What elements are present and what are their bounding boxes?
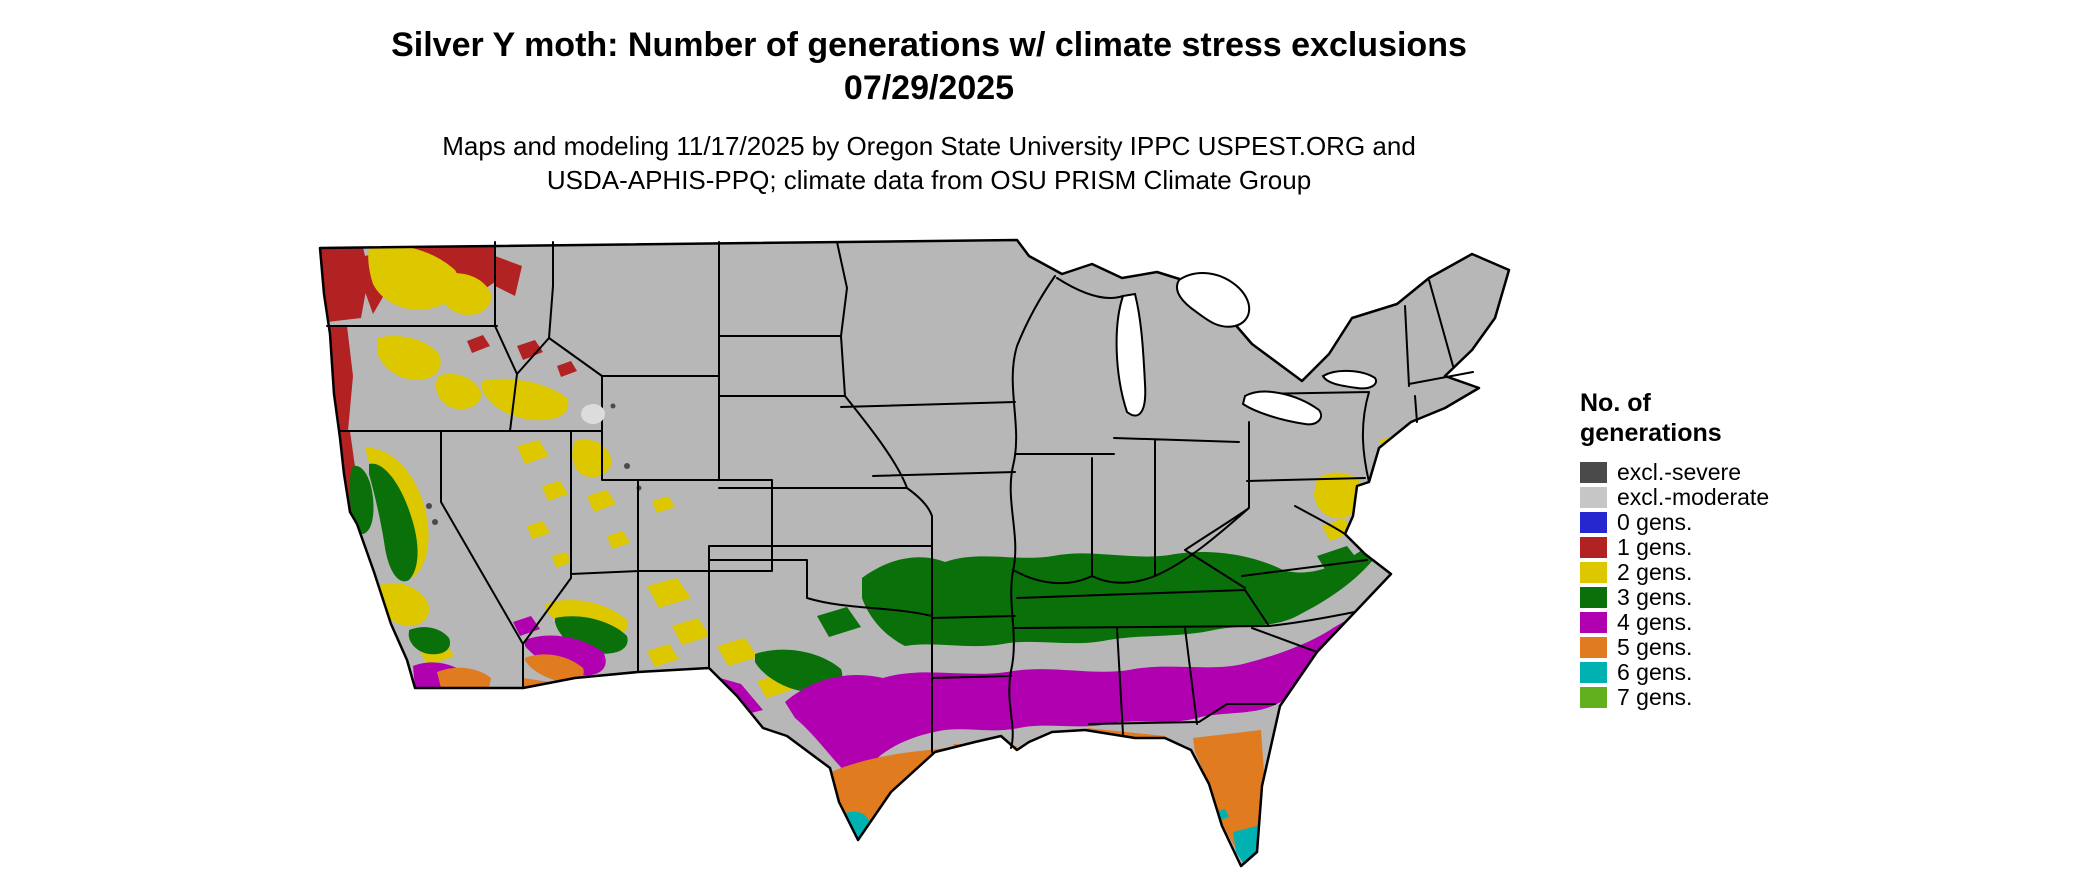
legend-entry: 4 gens. bbox=[1580, 609, 1880, 635]
legend: No. of generations excl.-severe excl.-mo… bbox=[1580, 388, 1880, 710]
header: Silver Y moth: Number of generations w/ … bbox=[0, 24, 1858, 198]
color-swatch-excl-moderate bbox=[1580, 487, 1607, 508]
legend-title-line-1: No. of bbox=[1580, 389, 1651, 417]
legend-label: 0 gens. bbox=[1617, 509, 1693, 535]
map-date: 07/29/2025 bbox=[843, 68, 1015, 107]
legend-entry: excl.-moderate bbox=[1580, 484, 1880, 510]
legend-label: 2 gens. bbox=[1617, 559, 1693, 585]
color-swatch-4-gens bbox=[1580, 612, 1607, 633]
region-6-gens bbox=[842, 809, 1259, 866]
legend-entry: 5 gens. bbox=[1580, 634, 1880, 660]
lake-huron bbox=[1175, 272, 1250, 328]
legend-label: 4 gens. bbox=[1617, 609, 1693, 635]
legend-entry: excl.-severe bbox=[1580, 459, 1880, 485]
color-swatch-5-gens bbox=[1580, 637, 1607, 658]
page-title: Silver Y moth: Number of generations w/ … bbox=[391, 26, 1467, 64]
lake-michigan bbox=[1115, 292, 1147, 417]
legend-label: excl.-severe bbox=[1617, 459, 1741, 485]
legend-title-line-2: generations bbox=[1580, 419, 1722, 447]
color-swatch-excl-severe bbox=[1580, 462, 1607, 483]
color-swatch-2-gens bbox=[1580, 562, 1607, 583]
legend-entry: 0 gens. bbox=[1580, 509, 1880, 535]
color-swatch-1-gens bbox=[1580, 537, 1607, 558]
lake-erie bbox=[1241, 390, 1323, 426]
region-7-gens bbox=[1233, 867, 1248, 877]
us-outline bbox=[318, 238, 1511, 868]
legend-label: 6 gens. bbox=[1617, 659, 1693, 685]
legend-entry: 7 gens. bbox=[1580, 684, 1880, 710]
color-swatch-7-gens bbox=[1580, 687, 1607, 708]
legend-label: 1 gens. bbox=[1617, 534, 1693, 560]
color-swatch-6-gens bbox=[1580, 662, 1607, 683]
color-swatch-0-gens bbox=[1580, 512, 1607, 533]
color-swatch-3-gens bbox=[1580, 587, 1607, 608]
great-lakes bbox=[581, 272, 1377, 426]
state-boundaries bbox=[326, 241, 1474, 753]
us-map bbox=[317, 226, 1522, 886]
legend-title: No. of generations bbox=[1580, 388, 1880, 448]
lake-ontario bbox=[1321, 370, 1377, 390]
legend-label: 7 gens. bbox=[1617, 684, 1693, 710]
great-salt-lake bbox=[581, 404, 605, 424]
legend-label: excl.-moderate bbox=[1617, 484, 1770, 510]
attribution-line-2: USDA-APHIS-PPQ; climate data from OSU PR… bbox=[546, 165, 1312, 196]
legend-label: 3 gens. bbox=[1617, 584, 1693, 610]
attribution-line-1: Maps and modeling 11/17/2025 by Oregon S… bbox=[442, 131, 1416, 161]
legend-entry: 6 gens. bbox=[1580, 659, 1880, 685]
legend-entry: 1 gens. bbox=[1580, 534, 1880, 560]
legend-entry: 2 gens. bbox=[1580, 559, 1880, 585]
legend-entry: 3 gens. bbox=[1580, 584, 1880, 610]
legend-rows: excl.-severe excl.-moderate 0 gens. 1 ge… bbox=[1580, 459, 1880, 710]
attribution: Maps and modeling 11/17/2025 by Oregon S… bbox=[0, 129, 1858, 198]
legend-label: 5 gens. bbox=[1617, 634, 1693, 660]
us-map-svg bbox=[318, 238, 1511, 877]
